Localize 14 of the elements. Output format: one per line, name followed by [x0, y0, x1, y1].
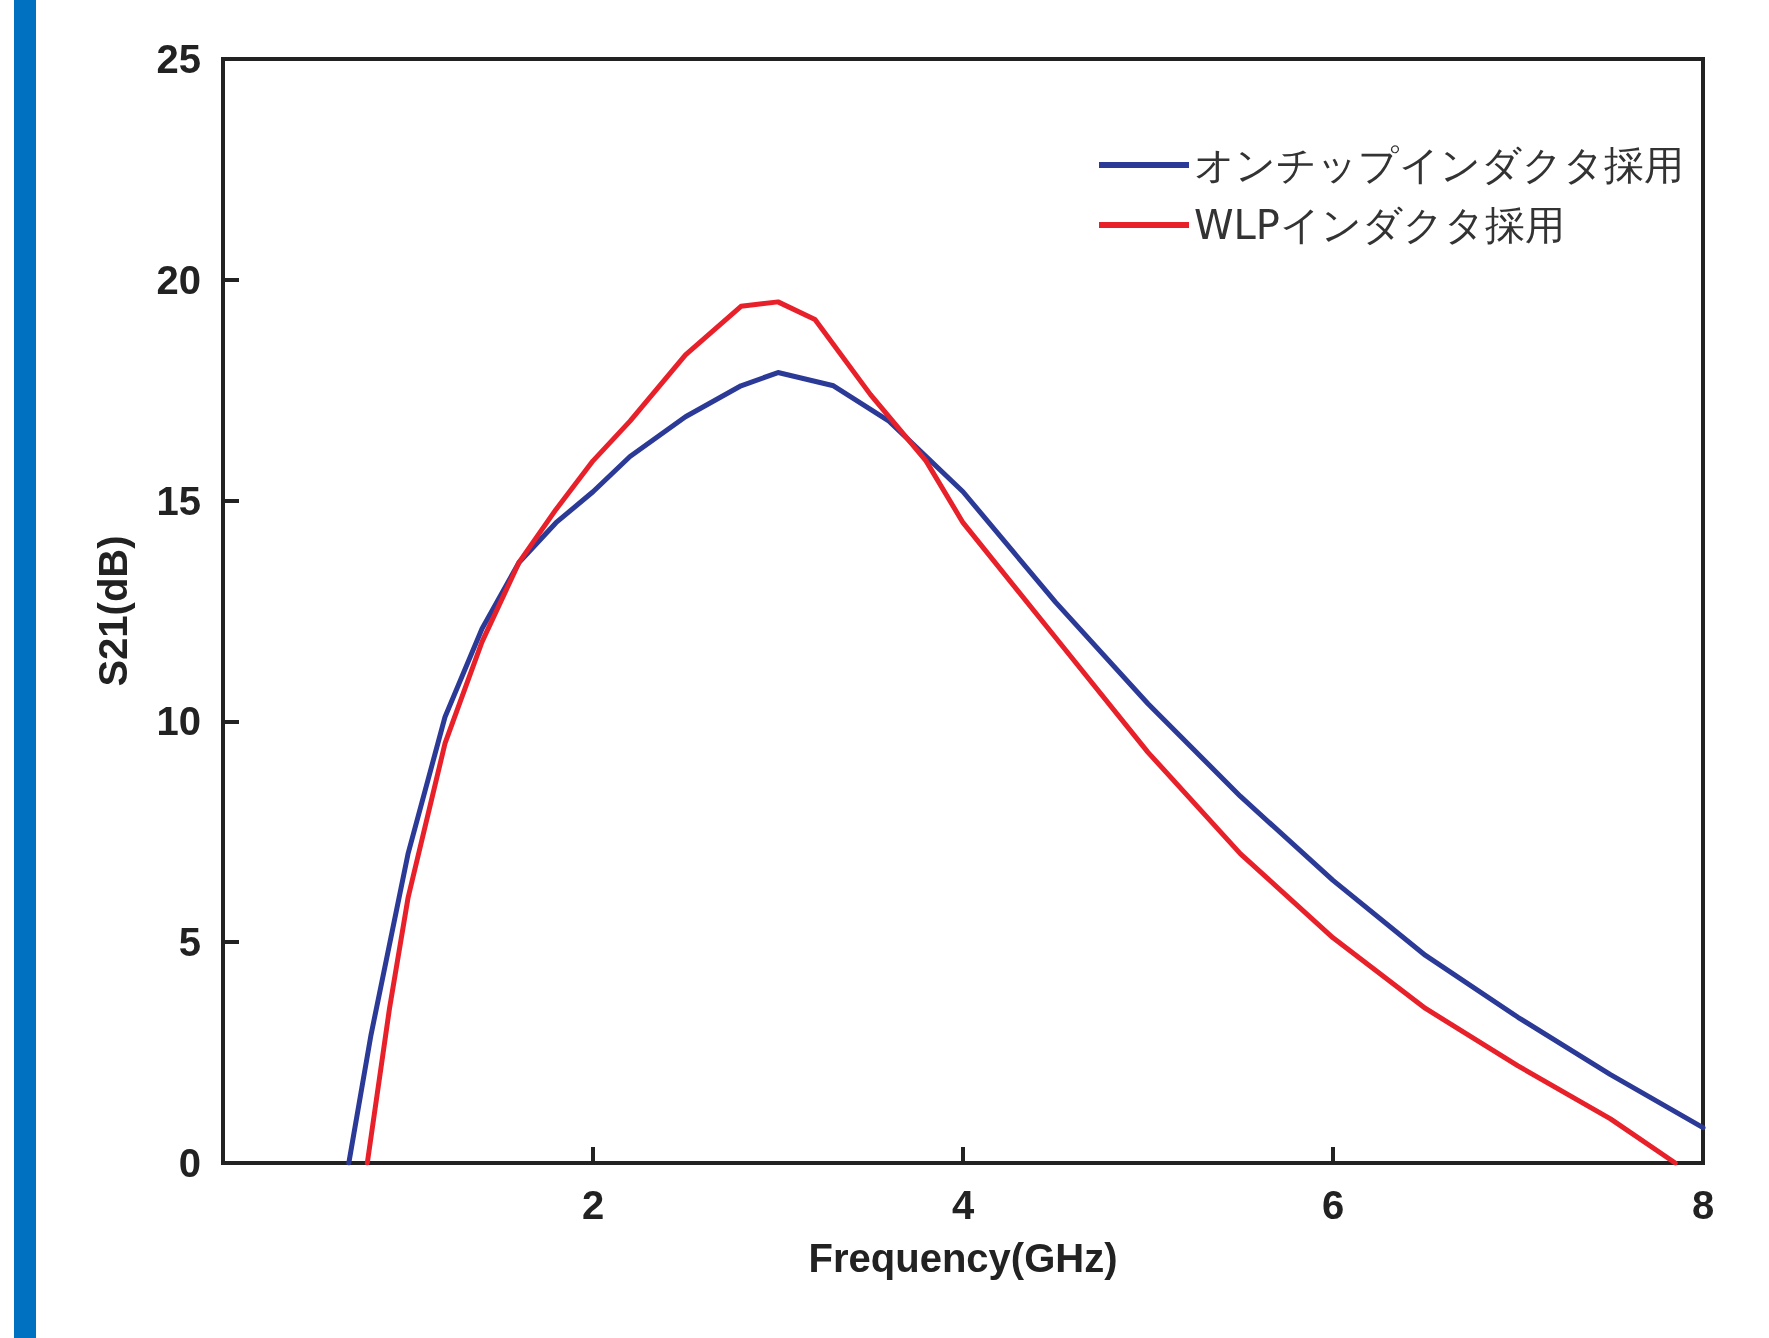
- y-tick-label: 15: [156, 478, 201, 523]
- y-tick-label: 0: [178, 1141, 201, 1185]
- x-tick-label: 8: [1691, 1183, 1715, 1227]
- x-tick-label: 2: [581, 1183, 605, 1227]
- y-tick-label: 5: [178, 920, 201, 965]
- legend-label: WLPインダクタ採用: [1194, 202, 1565, 248]
- x-tick-label: 4: [951, 1183, 975, 1227]
- x-axis-title: Frequency(GHz): [808, 1236, 1118, 1280]
- x-tick-label: 6: [1321, 1183, 1345, 1227]
- y-tick-label: 20: [156, 257, 201, 302]
- legend-label: オンチップインダクタ採用: [1194, 142, 1684, 188]
- y-axis-title: S21(dB): [91, 535, 135, 687]
- y-tick-label: 10: [156, 699, 201, 744]
- y-tick-label: 25: [156, 37, 201, 81]
